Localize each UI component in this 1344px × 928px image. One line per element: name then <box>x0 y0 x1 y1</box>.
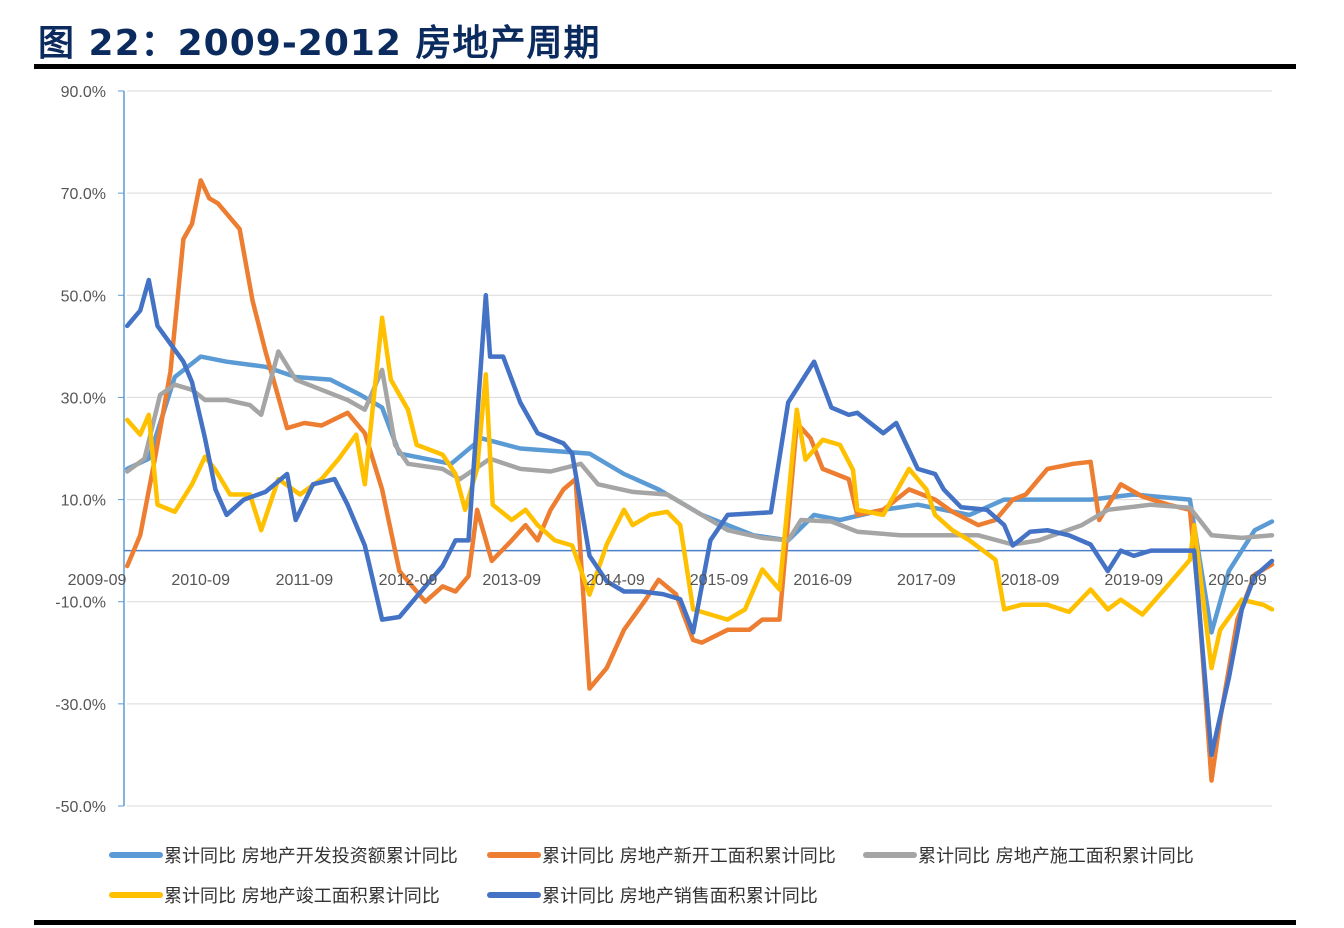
x-tick-label: 2016-09 <box>793 572 852 589</box>
x-tick-label: 2017-09 <box>897 572 956 589</box>
x-tick-label: 2015-09 <box>690 572 749 589</box>
x-tick-label: 2014-09 <box>586 572 645 589</box>
figure-title: 图 22：2009-2012 房地产周期 <box>38 23 601 64</box>
bottom-rule <box>34 920 1296 925</box>
top-rule <box>34 64 1296 69</box>
series-line-3 <box>124 315 1275 671</box>
x-tick-label: 2009-09 <box>68 572 127 589</box>
y-tick-label: -50.0% <box>55 799 106 816</box>
x-tick-label: 2012-09 <box>379 572 438 589</box>
y-tick-label: 70.0% <box>61 186 106 203</box>
legend-label-3: 累计同比 房地产竣工面积累计同比 <box>164 886 440 907</box>
x-tick-label: 2010-09 <box>171 572 230 589</box>
y-tick-label: 10.0% <box>61 493 106 510</box>
x-tick-label: 2019-09 <box>1104 572 1163 589</box>
series-line-1 <box>124 178 1275 783</box>
legend-label-1: 累计同比 房地产新开工面积累计同比 <box>542 846 836 867</box>
y-tick-label: -30.0% <box>55 697 106 714</box>
series-line-2 <box>124 349 1275 547</box>
x-tick-label: 2018-09 <box>1001 572 1060 589</box>
y-tick-label: 30.0% <box>61 390 106 407</box>
series-line-4 <box>124 277 1275 758</box>
x-tick-label: 2011-09 <box>276 572 334 589</box>
legend-label-4: 累计同比 房地产销售面积累计同比 <box>542 886 818 907</box>
legend-label-2: 累计同比 房地产施工面积累计同比 <box>918 846 1194 867</box>
y-tick-label: 90.0% <box>61 84 106 101</box>
x-tick-label: 2020-09 <box>1208 572 1267 589</box>
y-tick-label: 50.0% <box>61 288 106 305</box>
y-tick-label: -10.0% <box>55 595 106 612</box>
x-tick-label: 2013-09 <box>482 572 541 589</box>
legend-label-0: 累计同比 房地产开发投资额累计同比 <box>164 846 458 867</box>
